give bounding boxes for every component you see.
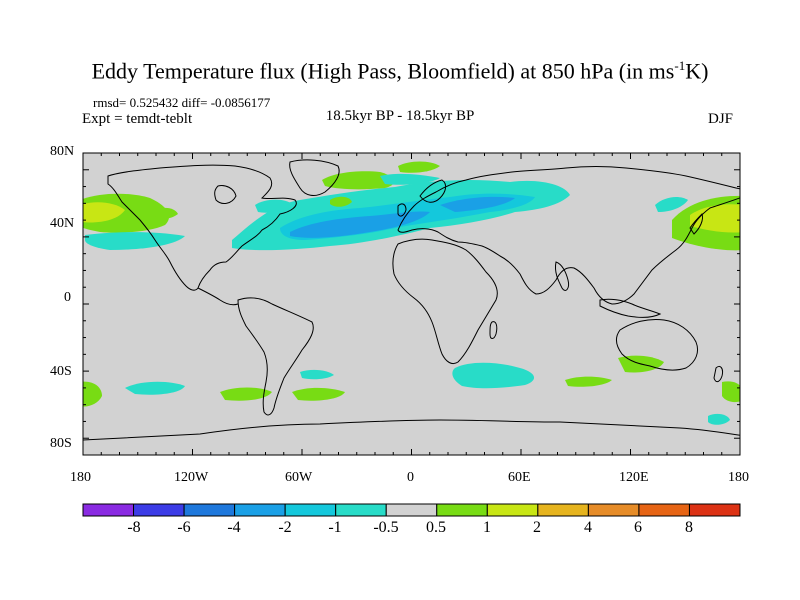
coast-hudson-bay [214,185,237,204]
anomaly-green-south-aus-2 [565,376,612,387]
lon-label-180e: 180 [728,470,749,485]
anomaly-cyan-arctic [380,173,440,185]
coast-new-zealand [713,365,723,383]
coast-africa [392,238,498,365]
lon-label-60w: 60W [285,470,313,485]
colorbar-label: -6 [177,519,191,536]
colorbar-label: -4 [227,519,241,536]
colorbar-label: -2 [278,519,292,536]
lat-label-40s: 40S [50,364,72,379]
coast-uk [397,203,407,217]
anomaly-cyan-npac-east [85,232,185,250]
lat-label-0: 0 [64,290,71,305]
coast-central-america [197,287,239,306]
coast-australia [615,319,699,371]
coast-madagascar [489,321,498,339]
lat-label-40n: 40N [50,216,75,231]
coast-eurasia [397,166,740,305]
anomaly-cyan-npac-west [655,197,688,212]
colorbar-label: 6 [634,519,642,536]
colorbar-box [436,503,488,517]
lon-label-0: 0 [407,470,414,485]
colorbar-box [638,503,690,517]
anomaly-green-arctic [322,171,395,190]
anomaly-green-south-atl [292,387,345,401]
colorbar-label: -0.5 [373,519,399,536]
anomaly-cyan-antarctic [708,413,730,425]
colorbar-label: 1 [483,519,491,536]
period-label: 18.5kyr BP - 18.5kyr BP [325,108,475,124]
colorbar-box [537,503,589,517]
map-title: Eddy Temperature flux (High Pass, Bloomf… [0,58,800,84]
colorbar-box [688,503,741,517]
lat-label-80n: 80N [50,144,75,159]
lon-label-60e: 60E [508,470,531,485]
axis-ticks [82,153,741,455]
anomaly-green-south-east [722,381,740,403]
colorbar-label: 8 [685,519,693,536]
colorbar-box [234,503,286,517]
coast-greenland [289,159,340,196]
coast-scandinavia [419,179,447,203]
coast-indonesia [599,298,662,318]
anomaly-yellow-npac-east [83,202,125,223]
colorbar-box [335,503,387,517]
anomaly-green-south-pac-1 [220,387,272,401]
colorbar [82,503,741,517]
season-label: DJF [708,111,734,127]
colorbar-label: 0.5 [426,519,446,536]
anomaly-blue-eurasia-deep [440,196,515,212]
anomaly-cyan-south-pac-2 [125,381,185,395]
coast-antarctica [83,419,740,441]
anomaly-cyan-south-indian [452,362,535,389]
anomaly-blue-atlantic-deep [290,211,430,238]
anomaly-patches [83,161,740,425]
lon-label-120e: 120E [619,470,649,485]
coast-india [555,261,569,291]
lat-label-80s: 80S [50,436,72,451]
coast-north-america [107,164,297,291]
title-end-text: K) [685,58,709,84]
anomaly-green-arctic-2 [398,161,440,173]
colorbar-box [82,503,135,517]
title-text: Eddy Temperature flux (High Pass, Bloomf… [91,58,675,84]
anomaly-cyan-greenland [255,199,292,213]
anomaly-cyan-south-atl-2 [300,369,334,380]
colorbar-box [183,503,236,517]
lon-label-180w: 180 [70,470,91,485]
coast-south-america [237,297,314,416]
colorbar-box [284,503,337,517]
anomaly-green-arctic-3 [330,196,352,207]
title-superscript: -1 [674,58,686,73]
lon-label-120w: 120W [174,470,209,485]
colorbar-label: 4 [584,519,592,536]
colorbar-label: -8 [127,519,141,536]
colorbar-label: 2 [533,519,541,536]
coastlines [83,159,740,441]
colorbar-box [385,503,438,517]
anomaly-yellow-npac-west [690,204,740,233]
experiment-label: Expt = temdt-teblt [82,111,193,127]
stats-text: rmsd= 0.525432 diff= -0.0856177 [93,95,271,110]
colorbar-box [486,503,539,517]
colorbar-label: -1 [328,519,342,536]
anomaly-green-south-west [83,381,102,407]
anomaly-green-pacific-mid [155,207,178,219]
coast-japan [689,213,703,235]
colorbar-box [587,503,640,517]
colorbar-box [133,503,185,517]
